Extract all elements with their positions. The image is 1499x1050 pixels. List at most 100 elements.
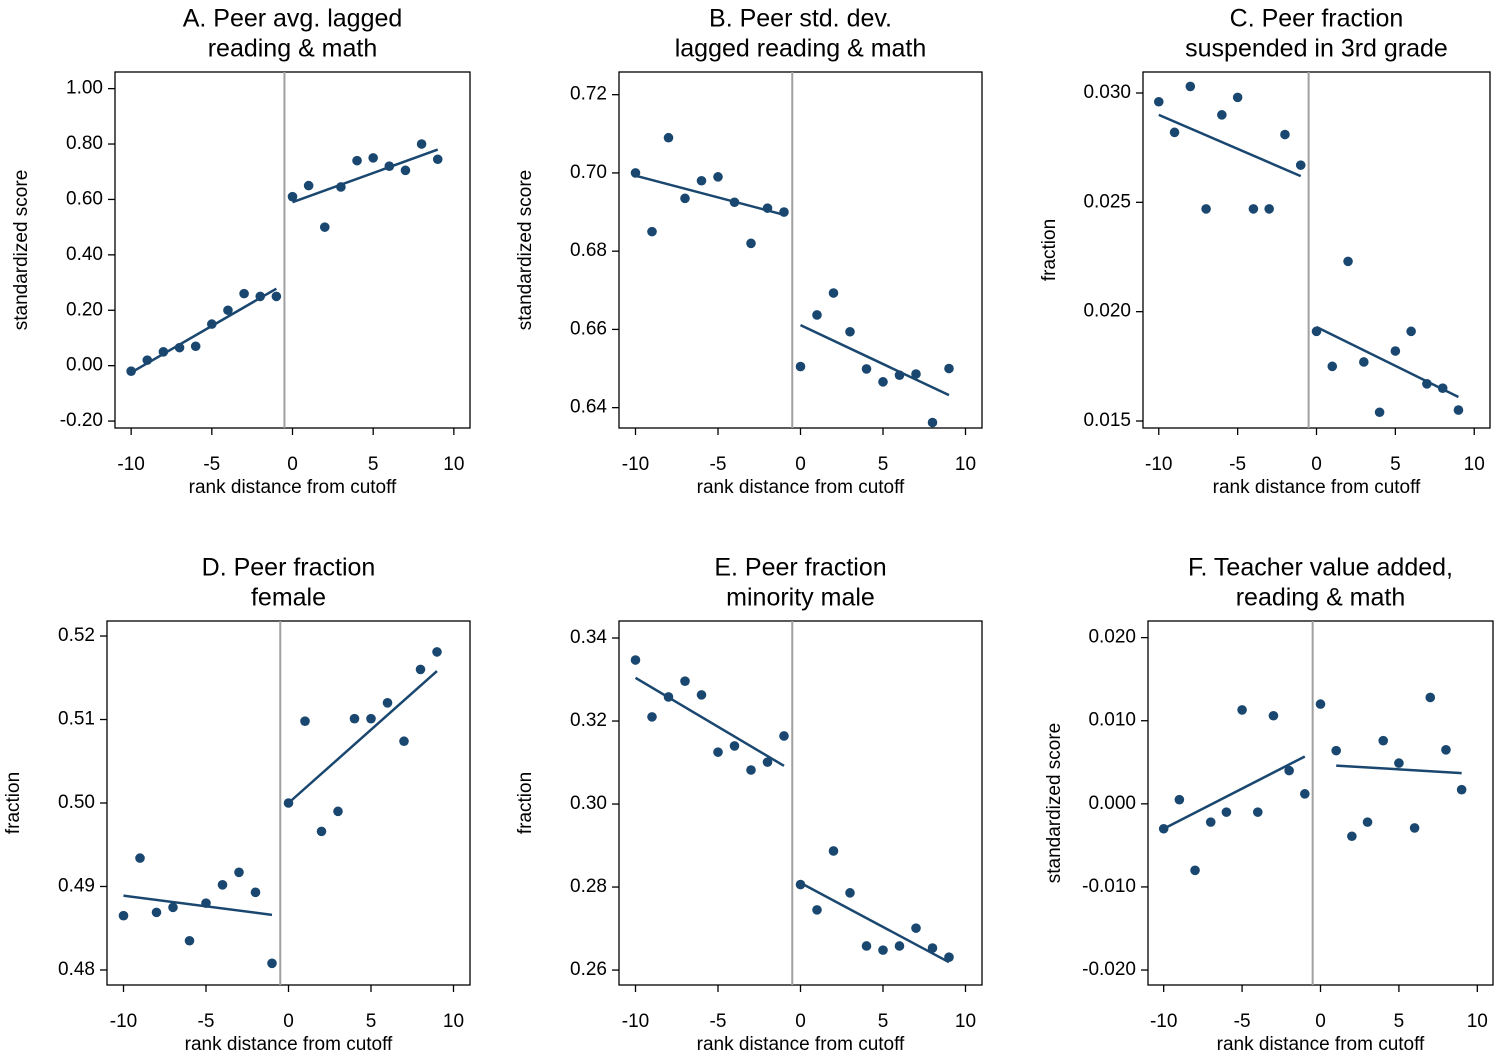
point <box>201 898 211 908</box>
point <box>680 193 690 204</box>
point <box>1201 204 1211 214</box>
y-axis-label: standardized score <box>515 170 536 331</box>
x-tick-label: -10 <box>622 1011 649 1032</box>
point <box>1221 807 1232 817</box>
point <box>911 369 921 379</box>
x-tick-label: -5 <box>710 454 727 475</box>
y-tick-label: 0.020 <box>1088 627 1136 648</box>
point <box>1441 745 1451 755</box>
point <box>1264 204 1274 214</box>
y-tick-label: 0.28 <box>570 876 607 897</box>
x-tick-label: 10 <box>443 454 464 475</box>
y-tick-label: 0.60 <box>66 188 103 209</box>
fit-line <box>1315 325 1460 399</box>
point <box>184 935 195 946</box>
point <box>1343 256 1353 267</box>
x-axis-label: rank distance from cutoff <box>1217 1034 1425 1050</box>
x-axis-label: rank distance from cutoff <box>697 1034 905 1050</box>
point <box>1311 326 1322 337</box>
point <box>663 692 674 702</box>
point <box>382 698 393 708</box>
y-axis-label: fraction <box>3 772 24 834</box>
panel: B. Peer std. dev.lagged reading & math 0.… <box>515 5 983 498</box>
point <box>845 888 855 898</box>
point <box>267 958 277 969</box>
x-tick-label: 0 <box>1315 1011 1326 1032</box>
panel-title: lagged reading & math <box>675 35 927 63</box>
y-tick-label: 0.80 <box>66 133 103 154</box>
fit-line <box>130 287 277 374</box>
point <box>300 716 310 726</box>
point <box>399 736 409 747</box>
point <box>168 902 178 913</box>
x-axis-label: rank distance from cutoff <box>1213 477 1421 498</box>
x-tick-label: -5 <box>198 1011 215 1032</box>
point <box>828 846 839 856</box>
point <box>647 712 657 722</box>
fit-line <box>799 323 950 397</box>
point <box>1300 789 1310 799</box>
fit-line <box>1158 113 1302 178</box>
point <box>878 377 888 387</box>
panel-title: A. Peer avg. lagged <box>183 5 403 33</box>
fit-line <box>1163 755 1306 830</box>
point <box>1268 710 1279 721</box>
x-tick-label: 10 <box>1464 454 1485 475</box>
x-tick-label: -5 <box>1229 454 1246 475</box>
y-tick-label: 0.32 <box>570 710 607 731</box>
point <box>271 291 282 302</box>
y-tick-label: 0.48 <box>58 959 95 980</box>
point <box>762 203 773 213</box>
point <box>158 347 169 357</box>
point <box>1362 817 1373 827</box>
x-tick-label: 0 <box>1311 454 1322 475</box>
point <box>319 222 330 232</box>
x-tick-label: 5 <box>878 454 889 475</box>
panel: F. Teacher value added,reading & math -0.… <box>1044 554 1494 1050</box>
y-tick-label: 0.015 <box>1083 410 1131 431</box>
point <box>250 887 261 898</box>
x-tick-label: 5 <box>1390 454 1401 475</box>
plot-frame <box>1147 620 1494 986</box>
fit-line <box>123 894 273 917</box>
point <box>368 153 378 163</box>
point <box>1394 758 1404 768</box>
point <box>1390 346 1401 356</box>
y-tick-label: 0.66 <box>570 318 607 339</box>
panel-title: C. Peer fraction <box>1230 5 1404 33</box>
point <box>217 880 228 890</box>
y-tick-label: 0.30 <box>570 793 607 814</box>
point <box>384 161 395 171</box>
x-tick-label: 0 <box>795 454 806 475</box>
point <box>1437 383 1448 394</box>
point <box>366 713 376 724</box>
point <box>126 366 136 377</box>
point <box>795 361 806 372</box>
point <box>1205 817 1216 827</box>
x-axis-label: rank distance from cutoff <box>189 477 397 498</box>
point <box>190 341 201 352</box>
plot-frame <box>618 71 983 429</box>
point <box>1359 357 1369 367</box>
point <box>944 363 954 374</box>
point <box>696 690 707 700</box>
x-axis-label: rank distance from cutoff <box>185 1034 393 1050</box>
point <box>415 664 426 675</box>
panel-title: minority male <box>726 584 875 612</box>
point <box>812 310 822 320</box>
point <box>349 713 360 724</box>
x-tick-label: 5 <box>368 454 379 475</box>
y-tick-label: 0.020 <box>1083 301 1131 322</box>
point <box>1217 110 1227 120</box>
point <box>812 905 822 915</box>
point <box>1406 326 1416 337</box>
point <box>1169 127 1180 138</box>
y-tick-label: 0.50 <box>58 792 95 813</box>
panel-title: B. Peer std. dev. <box>709 5 892 33</box>
point <box>663 132 674 143</box>
y-tick-label: 0.20 <box>66 299 103 320</box>
point <box>352 155 362 166</box>
point <box>303 180 314 191</box>
panel-title: D. Peer fraction <box>202 554 376 582</box>
